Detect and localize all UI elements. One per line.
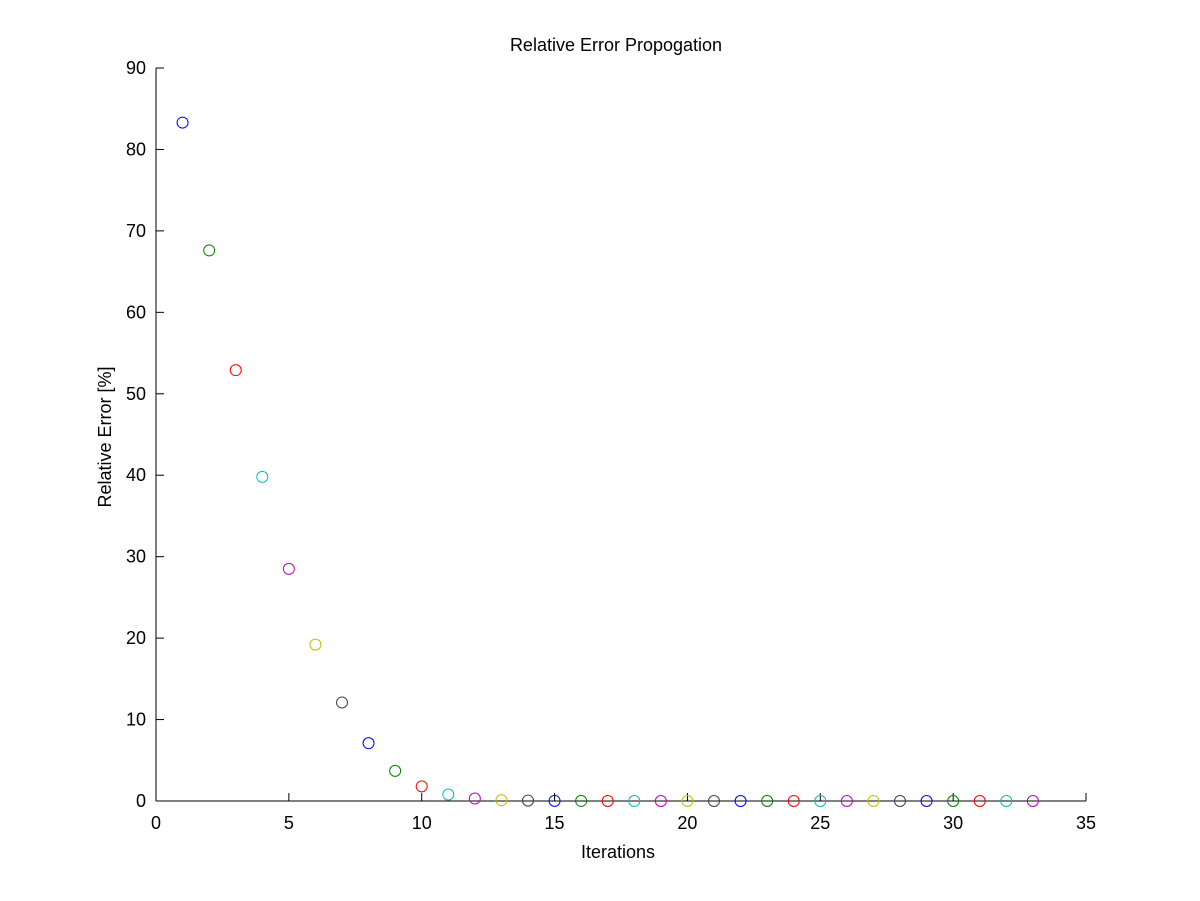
x-tick-label: 35: [1076, 813, 1096, 833]
data-point: [389, 764, 402, 777]
data-point: [309, 638, 322, 651]
data-point: [867, 795, 880, 807]
data-point: [973, 795, 986, 807]
y-tick-label: 60: [126, 302, 146, 322]
x-tick-label: 20: [677, 813, 697, 833]
data-point: [176, 116, 189, 129]
x-tick-label: 30: [943, 813, 963, 833]
x-tick-label: 0: [151, 813, 161, 833]
y-tick-label: 90: [126, 58, 146, 78]
axes: [155, 68, 1086, 802]
x-tick-label: 5: [284, 813, 294, 833]
y-tick-label: 20: [126, 628, 146, 648]
data-point: [548, 794, 561, 807]
data-point: [894, 795, 906, 807]
y-tick-label: 10: [126, 710, 146, 730]
y-tick-label: 30: [126, 547, 146, 567]
data-point: [654, 795, 667, 807]
data-point: [840, 795, 853, 807]
x-axis-label: Iterations: [581, 842, 655, 862]
data-point: [761, 795, 774, 807]
data-point: [734, 795, 747, 807]
data-point: [468, 792, 481, 805]
data-point: [442, 788, 455, 801]
y-tick-label: 50: [126, 384, 146, 404]
data-point: [203, 244, 216, 257]
data-point: [681, 795, 694, 807]
x-tick-label: 25: [810, 813, 830, 833]
data-point: [1026, 795, 1039, 807]
data-point: [920, 795, 933, 807]
data-point: [814, 795, 827, 807]
data-point: [362, 737, 375, 750]
data-point: [601, 795, 614, 807]
x-tick-label: 15: [545, 813, 565, 833]
data-point: [628, 795, 641, 807]
data-point: [256, 470, 269, 483]
y-axis-label: Relative Error [%]: [95, 366, 115, 507]
x-tick-label: 10: [412, 813, 432, 833]
data-point: [415, 780, 428, 793]
y-tick-label: 70: [126, 221, 146, 241]
data-point: [708, 795, 720, 807]
data-point: [787, 795, 800, 807]
data-point: [575, 794, 588, 807]
data-point: [229, 364, 242, 377]
data-point: [336, 696, 348, 709]
data-point: [1000, 795, 1013, 807]
data-point: [282, 562, 295, 575]
ticks: 0 5 10 15 20 25 30 35 0 10 20 30 40 50 60 70 80 90: [126, 58, 1096, 833]
y-tick-label: 80: [126, 139, 146, 159]
chart-title: Relative Error Propogation: [510, 35, 722, 55]
y-tick-label: 0: [136, 791, 146, 811]
y-tick-label: 40: [126, 465, 146, 485]
data-point: [947, 795, 960, 807]
data-points: [176, 116, 1039, 807]
data-point: [522, 794, 534, 807]
data-point: [495, 794, 508, 807]
